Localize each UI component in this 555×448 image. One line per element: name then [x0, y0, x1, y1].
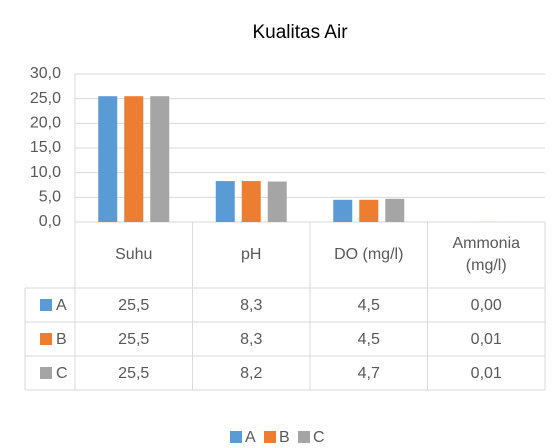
bar — [215, 181, 235, 222]
y-tick-label: 0,0 — [39, 213, 61, 230]
bar — [98, 96, 118, 222]
bar — [359, 199, 379, 222]
legend-key — [264, 431, 276, 443]
table-value: 25,5 — [118, 297, 149, 314]
legend-label: A — [245, 429, 256, 446]
table-value: 8,3 — [240, 331, 262, 348]
table-value: 4,5 — [358, 331, 380, 348]
legend-key — [230, 431, 242, 443]
table-value: 25,5 — [118, 365, 149, 382]
category-cell: Ammonia (mg/l) — [452, 234, 521, 274]
category-cell: DO (mg/l) — [334, 245, 404, 263]
bar — [241, 181, 261, 222]
legend-key — [40, 367, 52, 379]
x-tick-label: Ammonia (mg/l) — [452, 234, 521, 274]
y-tick-label: 10,0 — [30, 164, 61, 181]
y-tick-label: 30,0 — [30, 65, 61, 82]
x-tick-label: Suhu — [115, 245, 153, 263]
y-tick-label: 20,0 — [30, 115, 61, 132]
chart-title: Kualitas Air — [252, 22, 348, 43]
category-cell: Suhu — [115, 245, 153, 263]
x-tick-label: pH — [241, 245, 262, 263]
legend-key — [40, 299, 52, 311]
table-value: 8,3 — [240, 297, 262, 314]
bar — [150, 96, 170, 222]
table-value: 4,7 — [358, 365, 380, 382]
table-value: 0,01 — [471, 331, 502, 348]
bar — [267, 181, 287, 222]
table-value: 0,00 — [471, 297, 502, 314]
y-tick-label: 15,0 — [30, 139, 61, 156]
y-tick-label: 5,0 — [39, 189, 61, 206]
bar — [333, 199, 353, 222]
category-cell: pH — [241, 245, 262, 263]
bar — [385, 198, 405, 222]
table-value: 0,01 — [471, 365, 502, 382]
legend-label: C — [313, 429, 325, 446]
x-tick-label: DO (mg/l) — [334, 245, 404, 263]
table-value: 25,5 — [118, 331, 149, 348]
legend-label: A — [56, 297, 67, 314]
legend-label: B — [56, 331, 67, 348]
legend-key — [298, 431, 310, 443]
y-tick-label: 25,0 — [30, 90, 61, 107]
table-value: 4,5 — [358, 297, 380, 314]
legend-label: B — [279, 429, 290, 446]
legend-label: C — [56, 365, 68, 382]
legend-key — [40, 333, 52, 345]
table-value: 8,2 — [240, 365, 262, 382]
bar — [124, 96, 144, 222]
